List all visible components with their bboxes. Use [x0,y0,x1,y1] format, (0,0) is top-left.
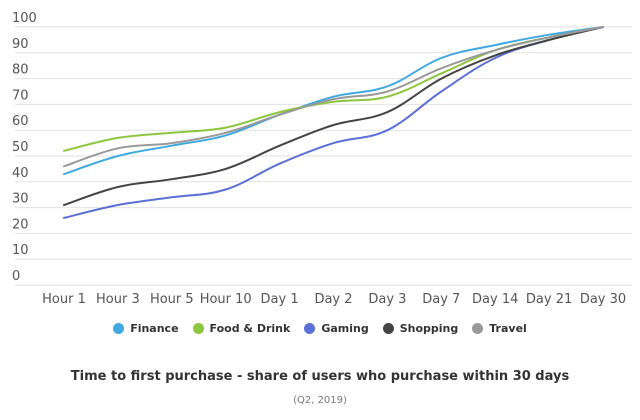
legend-label: Gaming [321,322,369,335]
legend-marker [382,323,394,334]
legend-marker [113,323,125,334]
x-axis-ticks: Hour 1 Hour 3 Hour 5 Hour 10 Day 1 Day 2 Day 3… [42,292,626,307]
chart-title: Time to first purchase - share of users … [70,369,570,384]
legend-marker [304,323,316,334]
y-tick-label: 0 [12,269,20,284]
y-axis-ticks: 0 10 20 30 40 50 60 70 80 90 100 [12,11,37,284]
x-tick-label: Hour 5 [150,292,194,307]
y-tick-label: 10 [12,243,29,258]
series-line-travel [63,26,604,168]
series-line-shopping [63,26,604,206]
x-tick-label: Day 21 [526,292,572,307]
y-tick-label: 40 [12,166,29,181]
x-tick-label: Day 30 [580,292,626,307]
legend-item-food-drink: Food & Drink [192,322,291,335]
x-tick-label: Day 7 [422,292,460,307]
y-tick-label: 60 [12,114,29,129]
legend: Finance Food & Drink Gaming Shopping Travel [0,322,640,335]
x-tick-label: Day 1 [261,292,299,307]
legend-label: Finance [130,322,179,335]
legend-marker [472,323,484,334]
y-tick-label: 100 [12,11,37,26]
y-tick-label: 50 [12,140,29,155]
legend-item-travel: Travel [472,322,527,335]
x-tick-label: Day 14 [472,292,518,307]
y-tick-label: 20 [12,217,29,232]
y-tick-label: 80 [12,63,29,78]
legend-item-finance: Finance [113,322,179,335]
chart-subtitle: (Q2, 2019) [293,395,347,406]
x-tick-label: Hour 3 [96,292,140,307]
series-line-food-drink [63,26,604,152]
legend-label: Food & Drink [209,322,291,335]
series-lines [63,26,604,219]
legend-item-gaming: Gaming [304,322,369,335]
x-tick-label: Hour 1 [42,292,86,307]
legend-label: Shopping [399,322,459,335]
y-tick-label: 70 [12,88,29,103]
legend-label: Travel [489,322,527,335]
series-line-gaming [63,26,604,219]
x-tick-label: Day 3 [368,292,406,307]
y-tick-label: 30 [12,192,29,207]
legend-marker [192,323,204,334]
y-tick-label: 90 [12,37,29,52]
x-tick-label: Day 2 [314,292,352,307]
x-tick-label: Hour 10 [200,292,252,307]
legend-item-shopping: Shopping [382,322,459,335]
gridlines [15,26,632,286]
series-line-finance [63,26,604,176]
